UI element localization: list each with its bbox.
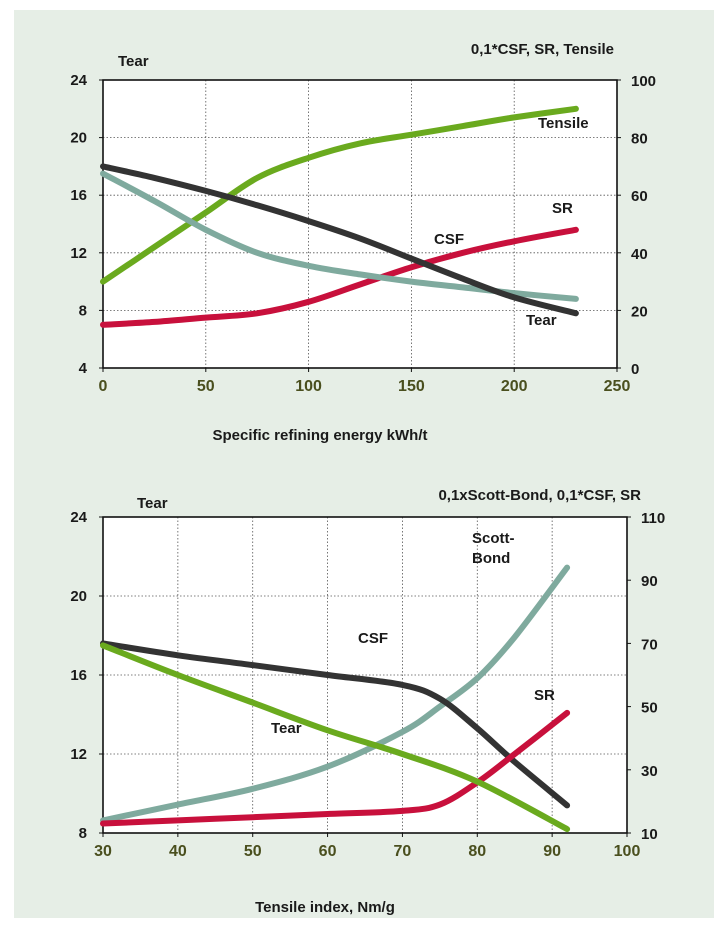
y-left-tick-label: 8	[79, 825, 87, 842]
x-tick-label: 200	[501, 378, 528, 395]
series-annotation: Tensile	[538, 115, 589, 132]
x-axis-label: Specific refining energy kWh/t	[212, 427, 427, 444]
x-tick-label: 30	[94, 843, 112, 860]
series-line-csf	[100, 640, 571, 809]
y-left-tick-label: 12	[70, 245, 87, 262]
y-right-tick-label: 40	[631, 246, 648, 263]
chart-1: 0 50 100 150 200 250 4 8 12 16 20 24 0 20 40 60 80 100 Tea…	[70, 41, 656, 444]
y-left-tick-label: 16	[70, 667, 87, 684]
y-right-axis-label: 0,1xScott-Bond, 0,1*CSF, SR	[438, 487, 641, 504]
plot-frame	[102, 79, 618, 369]
y-right-tick-label: 20	[631, 303, 648, 320]
series-line-tensile	[100, 105, 579, 285]
series-line-sr	[100, 709, 571, 827]
y-left-tick-label: 12	[70, 746, 87, 763]
x-tick-label: 60	[319, 843, 337, 860]
x-tick-label: 100	[295, 378, 322, 395]
y-right-tick-label: 80	[631, 131, 648, 148]
series-annotation: SR	[552, 200, 573, 217]
series-annotation: Tear	[526, 312, 557, 329]
y-right-tick-label: 90	[641, 573, 658, 590]
y-right-tick-label: 0	[631, 361, 639, 378]
y-right-tick-label: 100	[631, 73, 656, 90]
y-left-axis-label: Tear	[137, 495, 168, 512]
x-axis-label: Tensile index, Nm/g	[255, 899, 395, 916]
series-line-scott-bond	[100, 564, 571, 824]
x-tick-label: 250	[604, 378, 631, 395]
y-right-tick-label: 50	[641, 700, 658, 717]
series-line-tear	[100, 163, 579, 317]
x-tick-label: 50	[197, 378, 215, 395]
series-line-sr	[100, 226, 579, 328]
x-tick-label: 100	[614, 843, 641, 860]
y-left-tick-label: 24	[70, 72, 87, 89]
y-right-tick-label: 110	[641, 510, 665, 527]
series-annotation: Tear	[271, 720, 302, 737]
x-tick-label: 80	[468, 843, 486, 860]
chart-2: 30 40 50 60 70 80 90 100 8 12 16 20 24 10 30 50 70 90 110 T…	[70, 487, 665, 916]
y-left-tick-label: 20	[70, 130, 87, 147]
x-tick-label: 40	[169, 843, 187, 860]
y-right-tick-label: 10	[641, 826, 658, 843]
series-annotation: CSF	[434, 231, 464, 248]
x-tick-label: 90	[543, 843, 561, 860]
y-right-axis-label: 0,1*CSF, SR, Tensile	[471, 41, 614, 58]
x-tick-label: 0	[99, 378, 108, 395]
series-annotation: SR	[534, 687, 555, 704]
y-left-tick-label: 8	[79, 302, 87, 319]
y-left-tick-label: 20	[70, 588, 87, 605]
y-left-tick-label: 4	[79, 360, 88, 377]
x-tick-label: 50	[244, 843, 262, 860]
y-right-tick-label: 30	[641, 763, 658, 780]
y-left-tick-label: 24	[70, 509, 87, 526]
y-right-tick-label: 70	[641, 636, 658, 653]
x-tick-label: 150	[398, 378, 425, 395]
series-line-tear	[100, 642, 571, 833]
x-tick-label: 70	[394, 843, 412, 860]
y-right-tick-label: 60	[631, 188, 648, 205]
y-left-tick-label: 16	[70, 187, 87, 204]
series-annotation: Scott-Bond	[472, 530, 515, 567]
series-annotation: CSF	[358, 630, 388, 647]
y-left-axis-label: Tear	[118, 53, 149, 70]
